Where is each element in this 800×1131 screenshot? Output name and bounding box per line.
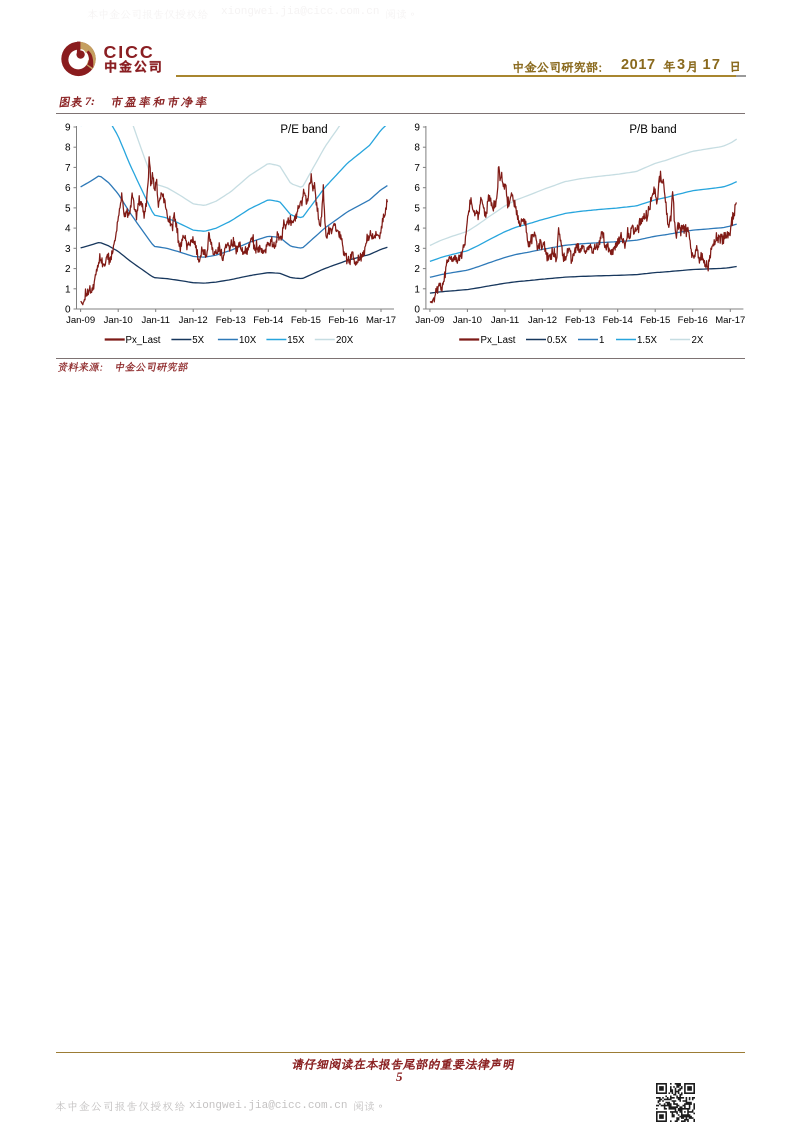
svg-text:Feb-16: Feb-16 bbox=[678, 315, 708, 326]
svg-text:6: 6 bbox=[414, 183, 420, 194]
svg-text:P/E band: P/E band bbox=[280, 124, 327, 136]
svg-text:P/B band: P/B band bbox=[629, 124, 676, 136]
svg-text:Mar-17: Mar-17 bbox=[366, 315, 396, 326]
svg-text:8: 8 bbox=[65, 143, 71, 154]
svg-text:1: 1 bbox=[65, 284, 71, 295]
svg-text:Feb-15: Feb-15 bbox=[640, 315, 670, 326]
svg-text:0: 0 bbox=[414, 305, 420, 316]
svg-text:2: 2 bbox=[65, 264, 71, 275]
svg-text:Jan-11: Jan-11 bbox=[491, 315, 519, 326]
svg-text:7: 7 bbox=[65, 163, 71, 174]
svg-text:8: 8 bbox=[414, 143, 420, 154]
svg-text:Feb-14: Feb-14 bbox=[253, 315, 283, 326]
svg-text:3: 3 bbox=[65, 244, 71, 255]
svg-text:Jan-10: Jan-10 bbox=[104, 315, 133, 326]
svg-text:6: 6 bbox=[65, 183, 71, 194]
svg-text:Px_Last: Px_Last bbox=[126, 335, 161, 346]
svg-text:Jan-09: Jan-09 bbox=[66, 315, 95, 326]
svg-text:5: 5 bbox=[414, 203, 420, 214]
svg-text:Mar-17: Mar-17 bbox=[715, 315, 745, 326]
svg-text:10X: 10X bbox=[239, 335, 257, 346]
svg-text:1: 1 bbox=[599, 335, 604, 346]
svg-text:Jan-12: Jan-12 bbox=[179, 315, 208, 326]
svg-text:Feb-15: Feb-15 bbox=[291, 315, 321, 326]
svg-text:Px_Last: Px_Last bbox=[481, 335, 516, 346]
svg-text:Jan-12: Jan-12 bbox=[528, 315, 557, 326]
svg-text:4: 4 bbox=[414, 224, 420, 235]
svg-text:7: 7 bbox=[414, 163, 420, 174]
svg-text:2X: 2X bbox=[692, 335, 704, 346]
svg-text:20X: 20X bbox=[336, 335, 354, 346]
svg-text:3: 3 bbox=[414, 244, 420, 255]
svg-text:9: 9 bbox=[65, 123, 71, 134]
svg-text:9: 9 bbox=[414, 123, 420, 134]
svg-text:Jan-10: Jan-10 bbox=[453, 315, 482, 326]
svg-text:Feb-16: Feb-16 bbox=[328, 315, 358, 326]
svg-text:15X: 15X bbox=[287, 335, 305, 346]
svg-text:Feb-13: Feb-13 bbox=[216, 315, 246, 326]
svg-text:0: 0 bbox=[65, 305, 71, 316]
svg-text:Jan-11: Jan-11 bbox=[142, 315, 170, 326]
svg-text:4: 4 bbox=[65, 224, 71, 235]
svg-text:1: 1 bbox=[414, 284, 420, 295]
svg-text:2: 2 bbox=[414, 264, 420, 275]
svg-text:5X: 5X bbox=[192, 335, 204, 346]
svg-text:Jan-09: Jan-09 bbox=[415, 315, 444, 326]
svg-text:Feb-13: Feb-13 bbox=[565, 315, 595, 326]
svg-text:0.5X: 0.5X bbox=[547, 335, 567, 346]
svg-text:1.5X: 1.5X bbox=[637, 335, 657, 346]
svg-text:Feb-14: Feb-14 bbox=[603, 315, 633, 326]
svg-text:5: 5 bbox=[65, 203, 71, 214]
